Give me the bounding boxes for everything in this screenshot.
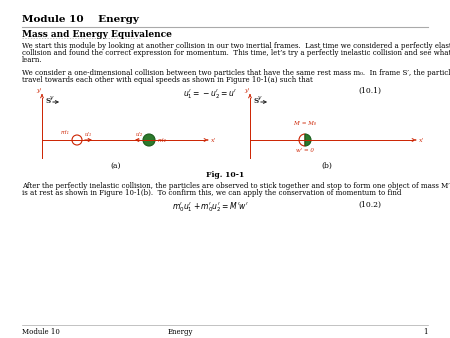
Text: learn.: learn. (22, 56, 43, 65)
Text: S': S' (46, 97, 53, 105)
Text: After the perfectly inelastic collision, the particles are observed to stick tog: After the perfectly inelastic collision,… (22, 182, 450, 190)
Text: x': x' (211, 138, 216, 143)
Wedge shape (299, 134, 305, 146)
Text: Module 10: Module 10 (22, 328, 60, 336)
Text: We start this module by looking at another collision in our two inertial frames.: We start this module by looking at anoth… (22, 42, 450, 50)
Text: Mass and Energy Equivalence: Mass and Energy Equivalence (22, 30, 172, 39)
Text: (b): (b) (321, 162, 332, 170)
Text: x': x' (419, 138, 424, 143)
Text: w' = 0: w' = 0 (296, 148, 314, 153)
Text: (10.2): (10.2) (359, 200, 382, 209)
Text: v: v (50, 95, 54, 100)
Text: is at rest as shown in Figure 10-1(b).  To confirm this, we can apply the conser: is at rest as shown in Figure 10-1(b). T… (22, 189, 401, 197)
Text: M' = M₀: M' = M₀ (293, 121, 316, 126)
Text: (a): (a) (111, 162, 121, 170)
Text: y': y' (36, 88, 41, 93)
Text: travel towards each other with equal speeds as shown in Figure 10-1(a) such that: travel towards each other with equal spe… (22, 76, 313, 84)
Circle shape (143, 134, 155, 146)
Circle shape (72, 135, 82, 145)
Text: Energy: Energy (167, 328, 193, 336)
Text: v: v (258, 95, 262, 100)
Text: (10.1): (10.1) (359, 87, 382, 95)
Wedge shape (305, 134, 311, 146)
Text: $m_0'u_1' + m_0'u_2' = M'w'$: $m_0'u_1' + m_0'u_2' = M'w'$ (171, 200, 248, 214)
Text: u'₁: u'₁ (85, 132, 92, 137)
Text: 1: 1 (423, 328, 428, 336)
Text: $u_1' = -u_2' = u'$: $u_1' = -u_2' = u'$ (183, 87, 237, 100)
Text: y': y' (244, 88, 250, 93)
Text: We consider a one-dimensional collision between two particles that have the same: We consider a one-dimensional collision … (22, 69, 450, 77)
Text: collision and found the correct expression for momentum.  This time, let’s try a: collision and found the correct expressi… (22, 49, 450, 57)
Text: m'₂: m'₂ (158, 138, 167, 143)
Text: u'₂: u'₂ (135, 132, 143, 137)
Text: m'₁: m'₁ (61, 130, 70, 135)
Text: Module 10    Energy: Module 10 Energy (22, 15, 139, 24)
Text: S': S' (254, 97, 261, 105)
Text: Fig. 10-1: Fig. 10-1 (206, 171, 244, 179)
